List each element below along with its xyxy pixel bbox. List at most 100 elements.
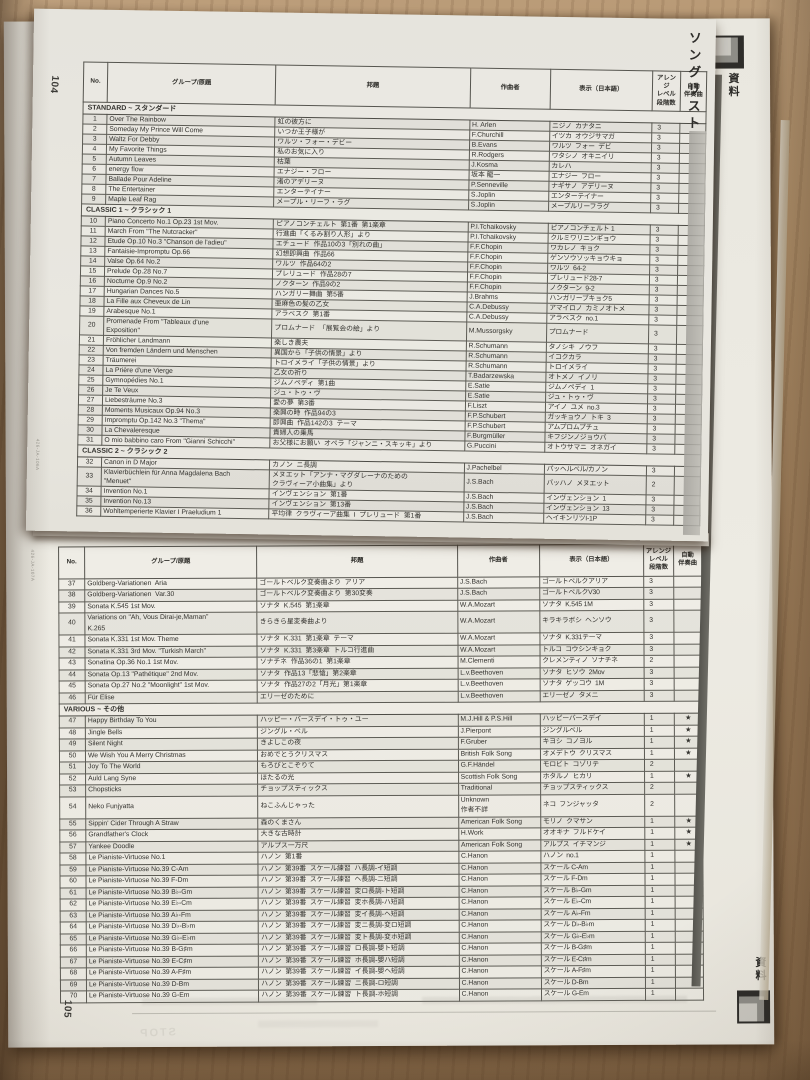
cell-group-title: Le Pianiste-Virtuose No.39 E♭-Cm xyxy=(86,898,259,911)
cell-no: 28 xyxy=(78,404,103,415)
cell-display-name: キラキラボシ ヘンソウ xyxy=(539,610,644,633)
cell-no: 53 xyxy=(59,784,86,797)
cell-arrange-level: 3 xyxy=(649,274,678,285)
cell-composer: F.Burgmüller xyxy=(464,430,545,442)
cell-arrange-level: 3 xyxy=(647,403,676,414)
cell-composer: R.Schumann xyxy=(465,350,547,362)
column-header: グループ/原題 xyxy=(107,62,277,105)
cell-composer: P.I.Tchaikovsky xyxy=(467,221,549,233)
cell-arrange-level: 3 xyxy=(651,132,680,144)
cell-arrange-level: 3 xyxy=(648,314,677,325)
cell-composer: R.Schumann xyxy=(465,360,546,372)
cell-composer: J.S.Bach xyxy=(463,472,545,493)
cell-japanese-title: 平均律 クラヴィーア曲集 I プレリュード 第1番 xyxy=(268,508,464,522)
cell-composer: S.Joplin xyxy=(468,199,549,211)
cell-group-title: Jingle Bells xyxy=(85,726,258,739)
cell-japanese-title: ソナタ K.331 第1楽章 テーマ xyxy=(257,633,458,646)
cell-no: 35 xyxy=(76,495,102,506)
cell-display-name: スケール C-Am xyxy=(540,861,645,874)
cell-group-title: Le Pianiste-Virtuose No.39 E-C♯m xyxy=(86,955,259,968)
cell-composer: T.Badarzewska xyxy=(465,370,546,382)
cell-arrange-level: 3 xyxy=(648,304,677,315)
cell-japanese-title: エリーゼのために xyxy=(257,690,458,704)
cell-arrange-level: 3 xyxy=(643,587,674,599)
cell-group-title: Sonata K.545 1st Mov. xyxy=(84,600,258,613)
cell-group-title: Sippin' Cider Through A Straw xyxy=(85,817,259,830)
cell-group-title: Le Pianiste-Virtuose No.39 G♭-E♭m xyxy=(86,932,259,945)
cell-arrange-level: 1 xyxy=(644,861,675,874)
cell-group-title: Goldberg-Variationen Aria xyxy=(84,577,258,590)
cell-arrange-level: 3 xyxy=(643,632,674,644)
cell-composer: C.Hanon xyxy=(458,965,542,978)
cell-no: 11 xyxy=(81,225,106,237)
cell-group-title: Silent Night xyxy=(85,738,258,751)
cell-group-title: Le Pianiste-Virtuose No.39 B♭-Gm xyxy=(86,886,259,899)
cell-no: 62 xyxy=(60,898,87,911)
cell-composer: R.Schumann xyxy=(465,340,547,352)
cell-group-title: Le Pianiste-Virtuose No.39 D-Bm xyxy=(86,978,259,991)
column-header: アレンジ レベル 段階数 xyxy=(643,544,674,576)
cell-no: 21 xyxy=(79,334,104,345)
cell-auto-accomp xyxy=(673,610,702,633)
cell-arrange-level: 2 xyxy=(643,655,674,667)
cell-arrange-level: 1 xyxy=(644,747,675,760)
cell-composer: C.Hanon xyxy=(458,850,541,863)
show-through-smudge xyxy=(142,997,318,1006)
cell-display-name: トルコ コウシンキョク xyxy=(539,643,644,656)
cell-arrange-level: 3 xyxy=(645,494,674,505)
cell-no: 19 xyxy=(79,305,105,316)
cell-composer: C.A.Debussy xyxy=(466,301,547,313)
cell-group-title: Le Pianiste-Virtuose No.39 A-F♯m xyxy=(86,967,259,980)
cell-arrange-level: 3 xyxy=(648,294,678,305)
cell-arrange-level: 1 xyxy=(644,770,675,783)
cell-no: 46 xyxy=(59,692,86,704)
cell-arrange-level: 3 xyxy=(644,689,675,702)
cell-arrange-level: 3 xyxy=(644,678,675,690)
cell-no: 32 xyxy=(77,456,102,467)
cell-no: 20 xyxy=(79,315,104,335)
cell-arrange-level: 1 xyxy=(645,907,676,920)
cell-composer: C.Hanon xyxy=(458,919,541,932)
cell-no: 15 xyxy=(80,265,105,277)
song-table-page-104: No. グループ/原題 邦題 作曲者 表示（日本語） アレンジ レベル 段階数 自動 伴奏曲… xyxy=(76,61,708,526)
cell-composer: British Folk Song xyxy=(458,748,541,761)
show-through-rule xyxy=(132,1010,717,1015)
cell-group-title: Le Pianiste-Virtuose No.39 F-Dm xyxy=(86,875,259,888)
cell-no: 8 xyxy=(81,183,106,195)
cell-display-name: ソナタ ゲッコウ 1M xyxy=(539,678,645,691)
cell-composer: G.F.Händel xyxy=(458,759,541,772)
cell-display-name: スケール B♭-Gm xyxy=(540,884,645,897)
cell-auto-accomp xyxy=(673,575,702,588)
cell-composer: J.S.Bach xyxy=(457,587,540,600)
cell-no: 23 xyxy=(79,354,104,365)
cell-no: 14 xyxy=(80,255,105,267)
cell-group-title: Auld Lang Syne xyxy=(85,772,258,785)
cell-no: 13 xyxy=(80,245,105,257)
cell-auto-accomp xyxy=(673,643,703,656)
cell-no: 30 xyxy=(77,424,103,435)
column-header: No. xyxy=(83,61,108,103)
cell-group-title: Sonata Op.27 No.2 "Moonlight" 1st Mov. xyxy=(85,680,258,693)
cell-arrange-level: 3 xyxy=(649,254,678,266)
cell-japanese-title: ハノン 第39番 スケール練習 イ長調-嬰ヘ短調 xyxy=(258,966,460,979)
cell-composer: E.Satie xyxy=(465,390,546,402)
song-table-page-105: No. グループ/原題 邦題 作曲者 表示（日本語） アレンジ レベル 段階数 自動 伴奏曲… xyxy=(58,543,705,1003)
cell-composer: F.P.Schubert xyxy=(464,420,545,432)
cell-composer: L.v.Beethoven xyxy=(457,690,540,703)
cell-japanese-title: きらきら星変奏曲より xyxy=(257,611,458,635)
cell-no: 6 xyxy=(82,163,107,175)
cell-arrange-level: 3 xyxy=(651,122,680,134)
column-header: 邦題 xyxy=(275,64,471,108)
cell-no: 61 xyxy=(60,887,87,899)
cell-composer: 坂本 龍一 xyxy=(468,169,549,181)
cell-arrange-level: 2 xyxy=(644,782,675,794)
column-header: 作曲者 xyxy=(469,68,551,109)
cell-composer: C.A.Debussy xyxy=(466,311,547,323)
show-through-stop-text: STOP xyxy=(137,1026,177,1040)
cell-composer: P.I.Tchaikovsky xyxy=(467,231,548,243)
cell-arrange-level: 3 xyxy=(651,142,680,154)
cell-no: 51 xyxy=(59,761,86,774)
cell-display-name: キヨシ コノヨル xyxy=(540,736,645,749)
cell-group-title: Yankee Doodle xyxy=(85,840,259,853)
cell-japanese-title: ハノン 第39番 スケール練習 ホ長調-嬰ハ短調 xyxy=(258,954,459,968)
